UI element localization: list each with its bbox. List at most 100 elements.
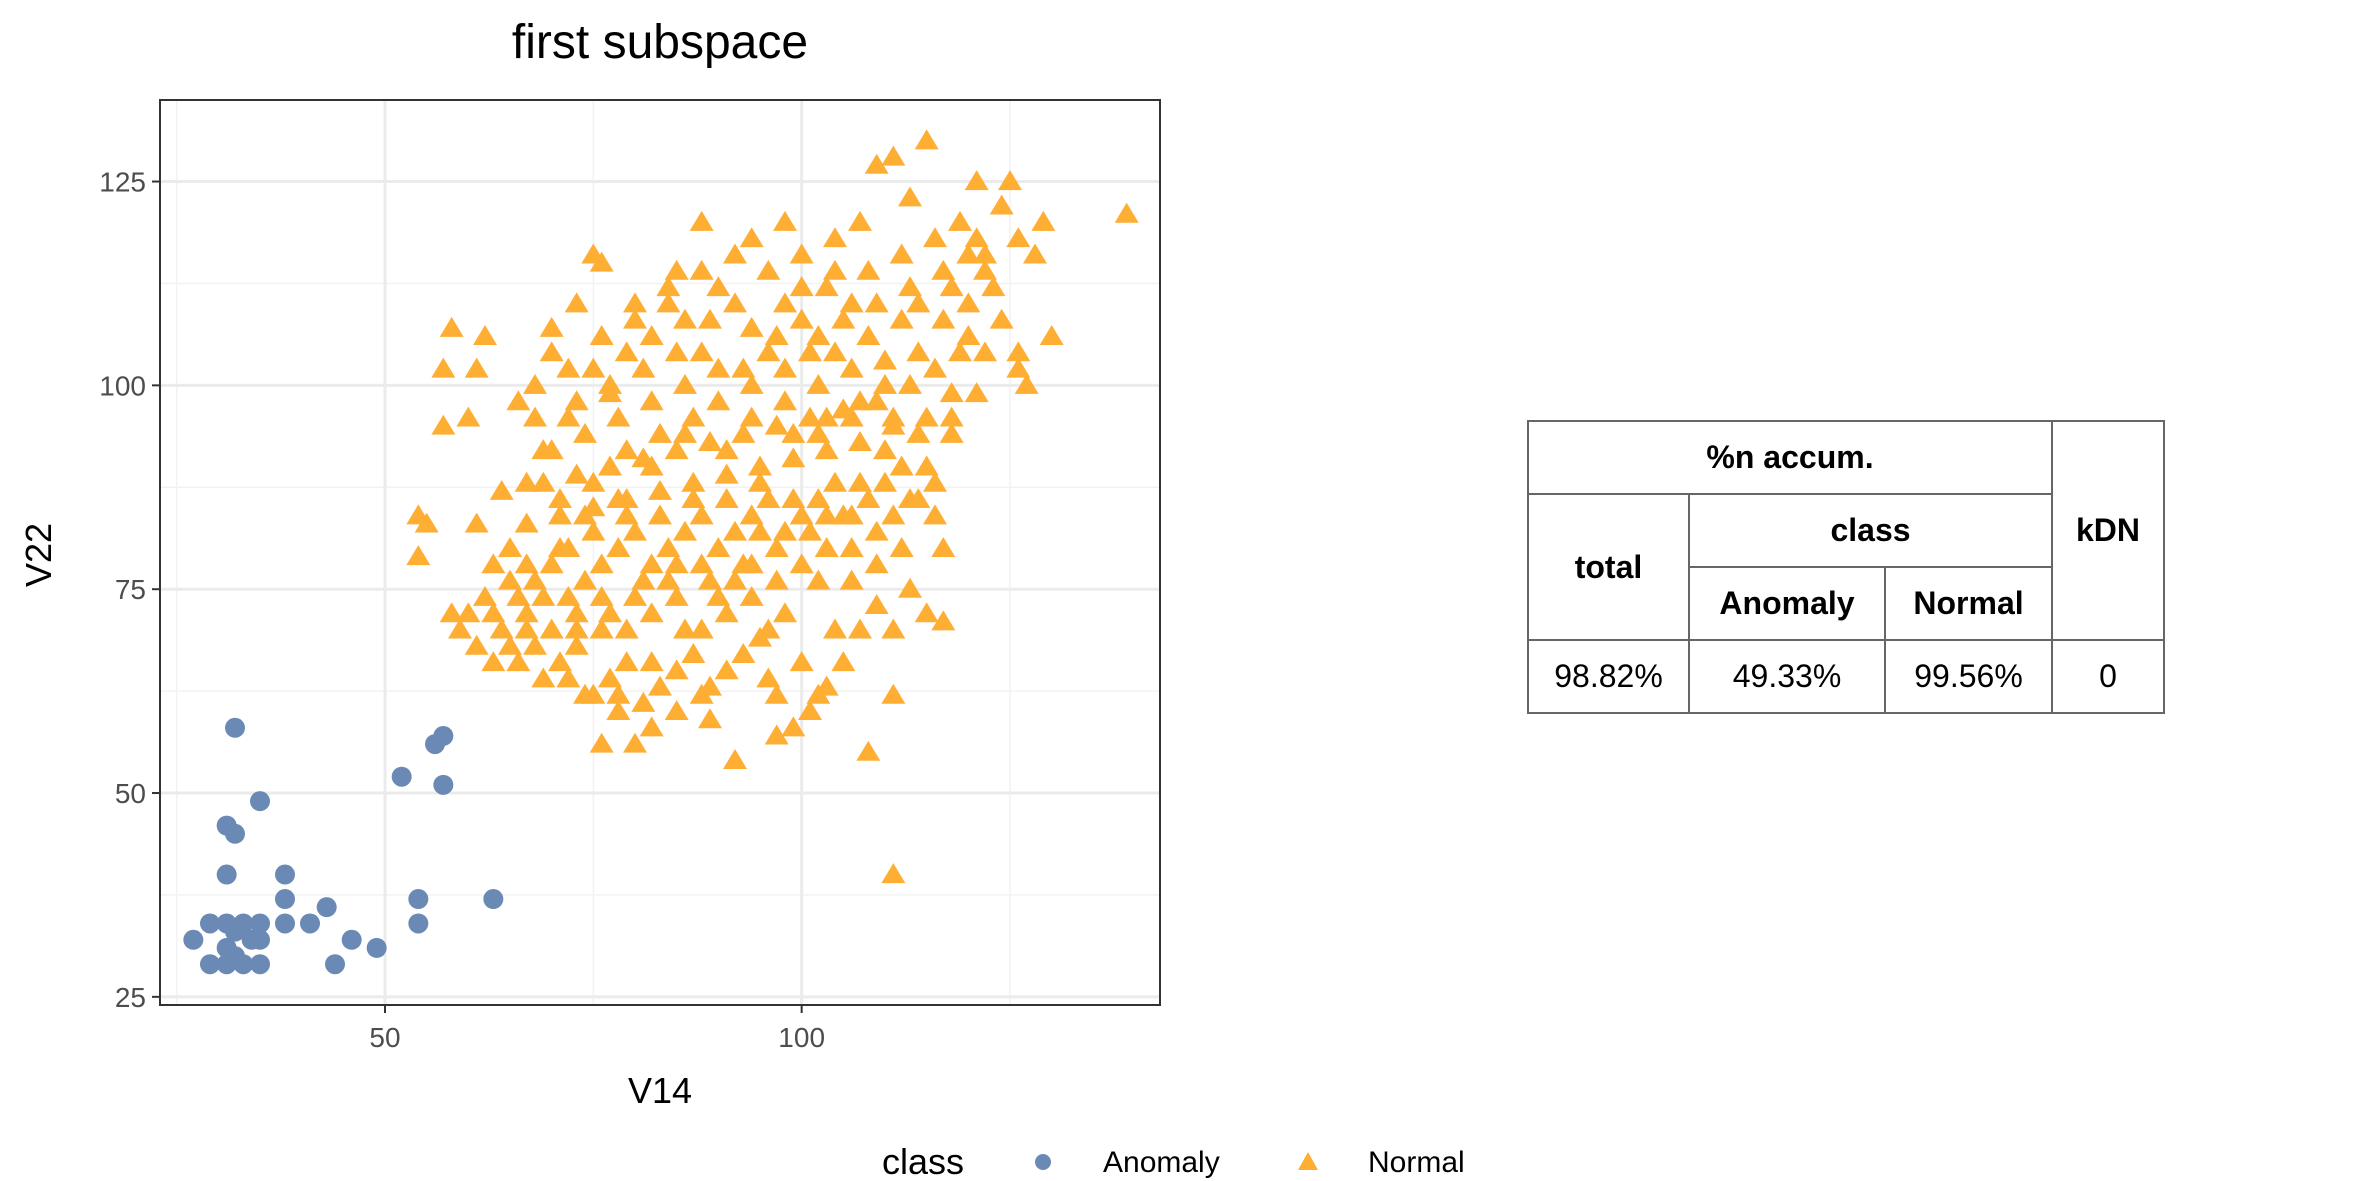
normal-point — [606, 537, 631, 557]
normal-point — [948, 210, 972, 231]
normal-point — [906, 422, 931, 443]
normal-point — [773, 210, 797, 231]
normal-point — [864, 390, 889, 411]
normal-point — [498, 634, 522, 655]
anomaly-point — [233, 913, 254, 934]
normal-point — [498, 537, 522, 557]
normal-point — [631, 691, 656, 712]
normal-point — [464, 512, 489, 533]
normal-point — [656, 276, 681, 297]
normal-point — [648, 422, 672, 443]
normal-point — [473, 585, 497, 606]
normal-point — [823, 471, 847, 492]
cell-normal: 99.56% — [1884, 639, 2053, 714]
legend-normal-label: Normal — [1368, 1146, 1465, 1179]
cell-kdn: 0 — [2051, 639, 2165, 714]
normal-point — [764, 414, 789, 435]
normal-point — [598, 455, 622, 476]
normal-point — [764, 724, 789, 745]
normal-point — [1006, 357, 1031, 378]
normal-point — [1031, 210, 1056, 231]
anomaly-point — [250, 913, 270, 934]
y-tick-label: 75 — [115, 574, 146, 605]
normal-point — [914, 406, 939, 427]
normal-point — [481, 602, 506, 623]
normal-point — [431, 414, 456, 435]
y-tick-label: 100 — [99, 370, 146, 401]
normal-point — [723, 292, 747, 313]
normal-point — [689, 210, 714, 231]
normal-point — [689, 683, 714, 704]
normal-point — [873, 471, 897, 492]
normal-point — [756, 259, 781, 280]
normal-point — [589, 553, 614, 574]
anomaly-point — [316, 897, 337, 918]
normal-point — [523, 634, 547, 655]
normal-point — [614, 618, 639, 639]
normal-point — [614, 651, 639, 672]
normal-point — [681, 406, 706, 427]
normal-point — [589, 585, 614, 606]
normal-point — [548, 488, 572, 509]
x-axis-title: V14 — [628, 1070, 692, 1111]
normal-point — [706, 585, 731, 606]
normal-point — [523, 406, 547, 427]
normal-point — [781, 716, 806, 737]
normal-point — [773, 390, 797, 411]
normal-point — [831, 504, 856, 525]
normal-point — [573, 569, 597, 590]
normal-point — [731, 643, 756, 663]
legend-title: class — [882, 1141, 964, 1181]
normal-point — [606, 700, 631, 721]
normal-point — [739, 585, 764, 606]
normal-point — [898, 276, 922, 297]
normal-point — [489, 479, 514, 500]
normal-point — [714, 602, 739, 623]
normal-point — [564, 634, 589, 655]
normal-point — [914, 602, 939, 623]
data-points — [183, 129, 1139, 975]
normal-point — [706, 276, 731, 297]
normal-point — [964, 170, 989, 191]
normal-point — [731, 357, 756, 378]
normal-point — [773, 520, 797, 541]
normal-point — [939, 422, 964, 443]
normal-point — [1023, 243, 1047, 264]
normal-point — [714, 463, 739, 484]
normal-point — [714, 488, 739, 509]
normal-point — [998, 170, 1022, 191]
normal-point — [881, 618, 906, 639]
normal-point — [723, 569, 747, 590]
normal-point — [939, 406, 964, 427]
header-class: class — [1688, 493, 2053, 568]
normal-point — [939, 276, 964, 297]
normal-point — [639, 325, 664, 345]
anomaly-point — [300, 913, 320, 934]
anomaly-point — [275, 889, 295, 910]
normal-point — [798, 700, 822, 721]
normal-point — [589, 325, 614, 345]
normal-point — [881, 406, 906, 427]
y-axis-title: V22 — [18, 523, 59, 587]
anomaly-point — [216, 864, 237, 885]
normal-point — [614, 341, 639, 362]
normal-point — [923, 471, 947, 492]
normal-point — [781, 422, 806, 443]
normal-point — [706, 390, 731, 411]
normal-point — [848, 210, 872, 231]
normal-point — [581, 243, 606, 264]
normal-point — [789, 651, 814, 672]
normal-point — [856, 488, 881, 509]
normal-point — [589, 618, 614, 639]
normal-point — [556, 585, 581, 606]
normal-point — [839, 357, 864, 378]
normal-point — [789, 308, 814, 329]
normal-point — [689, 618, 714, 639]
normal-point — [723, 749, 747, 769]
normal-point — [556, 357, 581, 378]
anomaly-point — [250, 929, 270, 950]
cell-anomaly: 49.33% — [1688, 639, 1886, 714]
normal-point — [864, 292, 889, 313]
normal-point — [689, 259, 714, 280]
normal-point — [914, 129, 939, 150]
